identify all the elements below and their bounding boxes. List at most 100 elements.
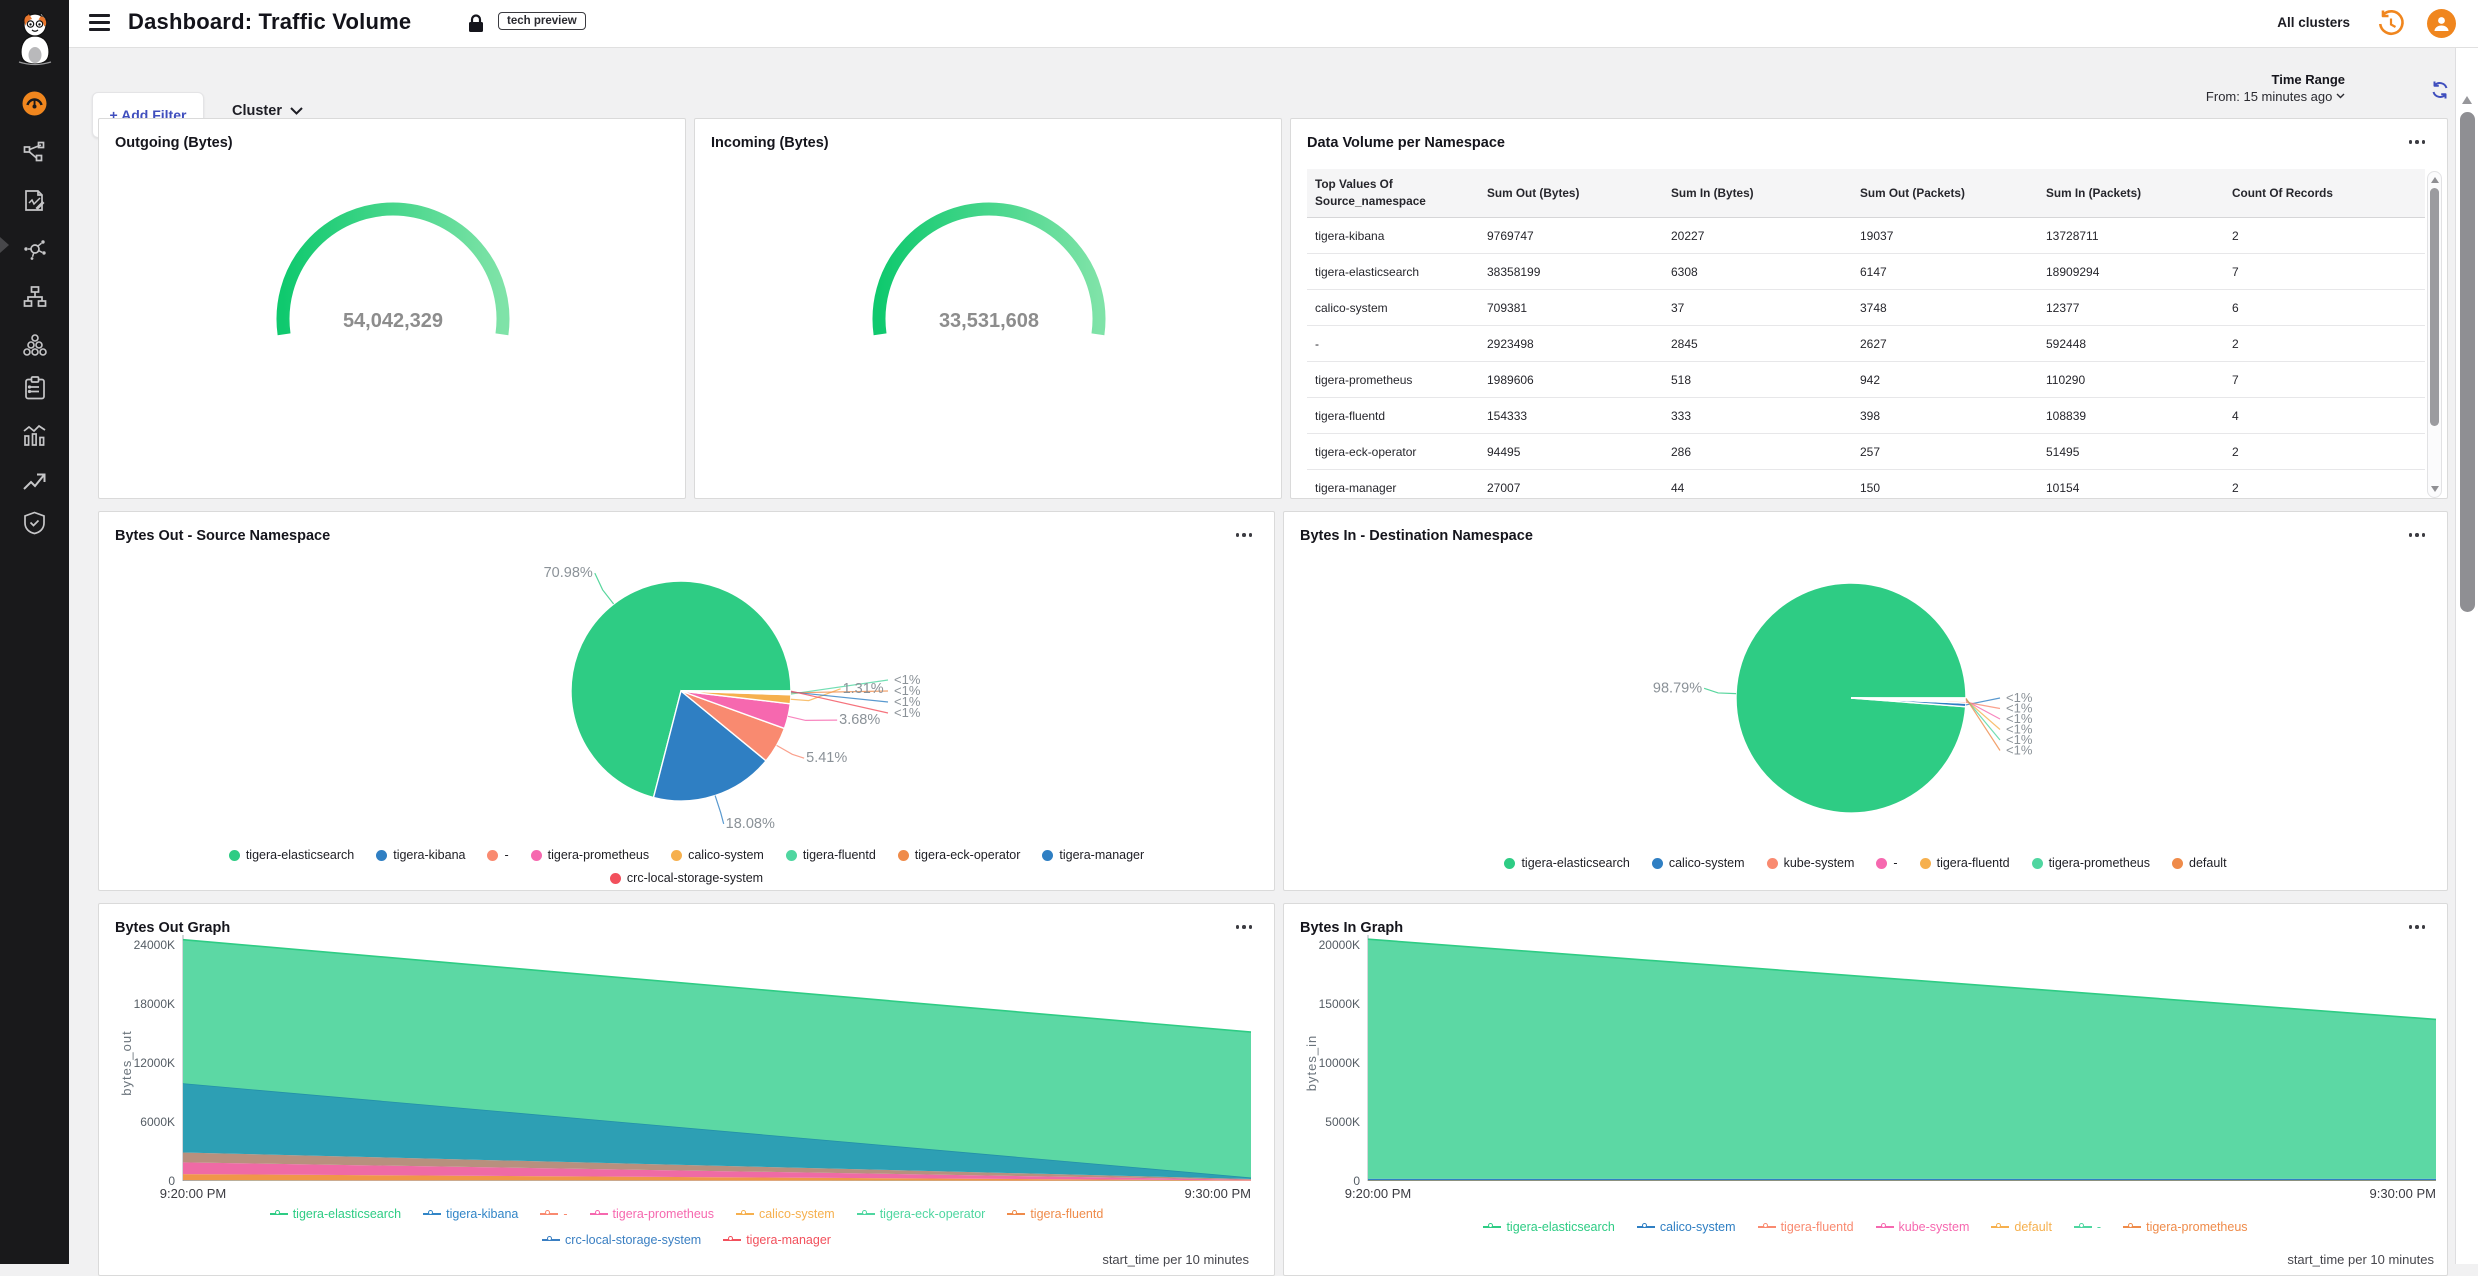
sidebar-item-service-graph[interactable] (0, 141, 69, 164)
pie-slice[interactable]: default <1% (1851, 698, 1966, 699)
time-range-control: Time Range From: 15 minutes ago (2206, 72, 2345, 104)
pie-slice[interactable]: crc-local-storage-system <1% (681, 691, 791, 692)
legend-color-dot (1504, 858, 1515, 869)
legend-item[interactable]: tigera-elasticsearch (1504, 856, 1629, 870)
time-range-value[interactable]: From: 15 minutes ago (2206, 89, 2345, 104)
legend-item[interactable]: tigera-prometheus (590, 1207, 714, 1221)
cluster-filter-dropdown[interactable]: Cluster (232, 103, 303, 119)
legend-item[interactable]: tigera-kibana (423, 1207, 518, 1221)
sidebar-item-trends[interactable] (0, 470, 69, 494)
legend-item[interactable]: tigera-fluentd (786, 848, 876, 862)
legend-item[interactable]: tigera-eck-operator (857, 1207, 986, 1221)
statistics-icon (22, 423, 47, 448)
page-scrollbar[interactable] (2455, 48, 2478, 1264)
legend-item[interactable]: default (2172, 856, 2227, 870)
legend-color-dot (531, 850, 542, 861)
legend-item[interactable]: tigera-elasticsearch (229, 848, 354, 862)
sidebar-item-dashboards[interactable] (0, 91, 69, 116)
legend-color-dot (610, 873, 621, 884)
legend-series-marker (736, 1210, 754, 1219)
legend-item[interactable]: calico-system (1637, 1220, 1736, 1234)
legend-item[interactable]: calico-system (671, 848, 764, 862)
refresh-icon[interactable] (2430, 80, 2450, 100)
sidebar-item-security[interactable] (0, 511, 69, 535)
calico-cat-logo[interactable] (0, 10, 69, 68)
legend-item[interactable]: tigera-elasticsearch (1483, 1220, 1614, 1234)
header-bar: Dashboard: Traffic Volume tech preview A… (69, 0, 2478, 48)
legend-item[interactable]: calico-system (736, 1207, 835, 1221)
svg-text:9:20:00 PM: 9:20:00 PM (1345, 1186, 1412, 1201)
legend-item[interactable]: tigera-prometheus (2123, 1220, 2247, 1234)
legend-item[interactable]: tigera-manager (1042, 848, 1144, 862)
legend-item[interactable]: kube-system (1767, 856, 1855, 870)
legend-series-marker (423, 1210, 441, 1219)
x-axis-caption: start_time per 10 minutes (1102, 1252, 1249, 1267)
legend-item[interactable]: default (1991, 1220, 2052, 1234)
bytes-out-pie-chart: tigera-elasticsearch 70.98%tigera-kibana… (99, 512, 1274, 842)
panel-outgoing-bytes: Outgoing (Bytes) 54,042,329 (98, 118, 686, 499)
table-column-header[interactable]: Count Of Records (2224, 169, 2425, 218)
sidebar-item-flow-visualizations[interactable] (0, 237, 69, 261)
scroll-down-arrow[interactable] (2431, 486, 2439, 492)
table-column-header[interactable]: Sum In (Bytes) (1663, 169, 1852, 218)
legend-item[interactable]: tigera-eck-operator (898, 848, 1021, 862)
legend-item[interactable]: tigera-elasticsearch (270, 1207, 401, 1221)
sidebar-item-clusters[interactable] (0, 333, 69, 357)
legend-item[interactable]: - (2074, 1220, 2101, 1234)
legend-item[interactable]: tigera-fluentd (1920, 856, 2010, 870)
sidebar-expand-notch[interactable] (0, 237, 9, 253)
table-column-header[interactable]: Sum In (Packets) (2038, 169, 2224, 218)
user-avatar-icon[interactable] (2427, 9, 2456, 38)
svg-text:15000K: 15000K (1319, 997, 1360, 1011)
panel-menu-button[interactable] (2405, 133, 2429, 151)
svg-text:5000K: 5000K (1325, 1115, 1360, 1129)
table-scrollbar-thumb[interactable] (2430, 188, 2439, 426)
legend-item[interactable]: - (487, 848, 508, 862)
legend-item[interactable]: tigera-prometheus (531, 848, 649, 862)
table-column-header[interactable]: Sum Out (Bytes) (1479, 169, 1663, 218)
outgoing-bytes-gauge: 54,042,329 (99, 119, 687, 498)
svg-text:54,042,329: 54,042,329 (343, 310, 443, 332)
legend-item[interactable]: tigera-prometheus (2032, 856, 2150, 870)
legend-color-dot (2172, 858, 2183, 869)
table-scrollbar[interactable] (2427, 171, 2442, 498)
legend-item[interactable]: kube-system (1876, 1220, 1970, 1234)
sidebar-item-statistics[interactable] (0, 423, 69, 448)
legend-item[interactable]: calico-system (1652, 856, 1745, 870)
legend-item[interactable]: tigera-fluentd (1758, 1220, 1854, 1234)
legend-series-marker (1637, 1223, 1655, 1232)
legend-color-dot (786, 850, 797, 861)
table-column-header[interactable]: Sum Out (Packets) (1852, 169, 2038, 218)
menu-icon[interactable] (89, 14, 110, 33)
legend-item[interactable]: tigera-manager (723, 1233, 831, 1247)
sidebar-item-policies[interactable] (0, 189, 69, 212)
history-icon[interactable] (2376, 9, 2406, 39)
scroll-up-arrow[interactable] (2431, 177, 2439, 183)
pie-slice-label: 98.79% (1653, 680, 1702, 696)
svg-text:18000K: 18000K (134, 997, 175, 1011)
legend-item[interactable]: tigera-fluentd (1007, 1207, 1103, 1221)
panel-bytes-in-graph: Bytes In Graph 05000K10000K15000K20000Kt… (1283, 903, 2448, 1276)
sidebar-item-network-topology[interactable] (0, 285, 69, 309)
legend-item[interactable]: crc-local-storage-system (542, 1233, 701, 1247)
legend-item[interactable]: tigera-kibana (376, 848, 465, 862)
legend-item[interactable]: - (540, 1207, 567, 1221)
cluster-scope-label[interactable]: All clusters (2277, 15, 2350, 30)
legend-series-marker (857, 1210, 875, 1219)
legend-item[interactable]: crc-local-storage-system (610, 871, 763, 885)
sidebar-item-compliance-reports[interactable] (0, 376, 69, 401)
legend-series-marker (723, 1236, 741, 1245)
legend-color-dot (1920, 858, 1931, 869)
legend-item[interactable]: - (1876, 856, 1897, 870)
scroll-up-arrow[interactable] (2462, 96, 2472, 104)
page-scrollbar-thumb[interactable] (2460, 112, 2475, 612)
